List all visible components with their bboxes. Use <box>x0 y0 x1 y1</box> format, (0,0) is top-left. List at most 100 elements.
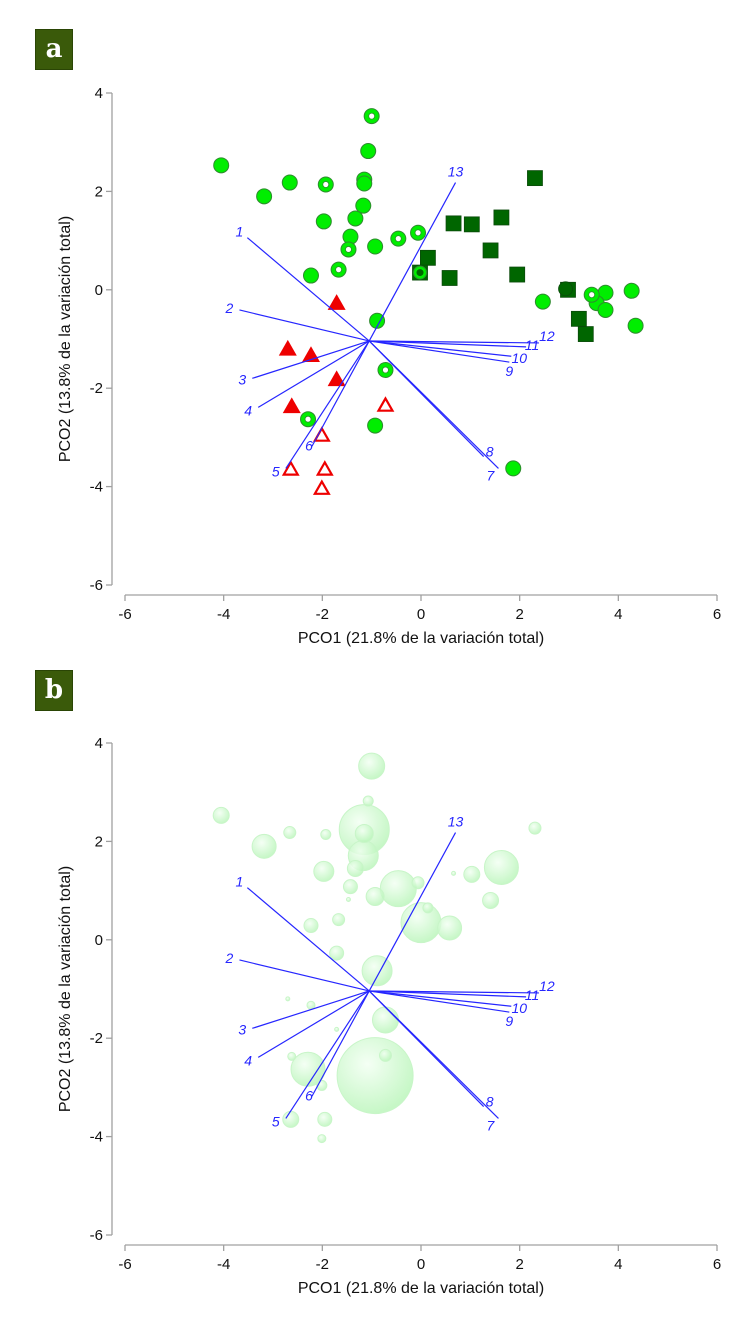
bubble <box>306 1000 316 1010</box>
vector-label: 4 <box>244 1052 252 1068</box>
y-tick-label: -6 <box>90 577 103 594</box>
bubble <box>354 824 374 844</box>
point-square <box>482 242 499 259</box>
point-square <box>509 266 526 283</box>
point-square <box>445 215 462 232</box>
vector-5 <box>285 990 370 1119</box>
vector-label: 7 <box>487 467 496 483</box>
vector-label: 6 <box>305 1087 313 1103</box>
vector-label: 4 <box>244 402 252 418</box>
y-tick-label: 2 <box>95 833 103 850</box>
x-tick-label: -6 <box>118 606 131 623</box>
point-open-triangle <box>315 460 334 476</box>
point-square <box>570 310 587 327</box>
point-dark-circle <box>558 281 573 297</box>
vector-3 <box>252 990 370 1029</box>
y-tick-label: 4 <box>95 85 103 102</box>
bubble <box>463 865 481 883</box>
point-filled-circle <box>356 175 373 192</box>
point-square <box>493 209 510 226</box>
x-tick-label: 4 <box>614 606 622 623</box>
point-filled-circle <box>623 282 640 299</box>
bubble <box>482 891 500 909</box>
point-square <box>463 216 480 233</box>
point-filled-circle <box>281 174 298 191</box>
vector-label: 8 <box>486 1094 494 1110</box>
vector-6 <box>311 990 370 1097</box>
vector-12 <box>369 340 539 344</box>
vector-label: 5 <box>272 1113 280 1129</box>
point-square <box>420 249 436 266</box>
y-tick-label: -4 <box>90 1129 103 1146</box>
bubble <box>358 752 386 780</box>
point-ring-hole <box>394 235 402 243</box>
bubble <box>342 879 358 895</box>
vector-label: 6 <box>305 437 313 453</box>
bubble <box>283 826 297 840</box>
point-square <box>441 270 458 286</box>
point-ring-hole <box>414 229 422 237</box>
point-filled-triangle <box>282 397 301 414</box>
bubble <box>365 887 385 907</box>
bubble <box>317 1111 333 1127</box>
point-filled-circle <box>534 293 551 310</box>
point-filled-circle <box>256 188 273 205</box>
vector-6 <box>311 340 370 447</box>
y-tick-label: 0 <box>95 932 103 949</box>
y-tick-label: -4 <box>90 479 103 496</box>
bubble <box>303 918 319 934</box>
x-tick-label: -4 <box>217 606 230 623</box>
chart-b-pco-bubble-plot: -6 -4 -2 0 2 4 -6 -4 -2 0 2 4 6 PCO1 (21.8% de la var… <box>57 735 721 1297</box>
vector-label: 11 <box>525 337 540 353</box>
vector-label: 9 <box>505 363 513 379</box>
point-filled-triangle <box>278 339 297 356</box>
point-filled-circle <box>302 267 319 284</box>
x-tick-label: -4 <box>217 1256 230 1273</box>
vector-9 <box>369 990 510 1013</box>
y-tick-label: -2 <box>90 380 103 397</box>
point-filled-triangle <box>327 370 346 387</box>
vector-label: 13 <box>448 814 464 830</box>
point-open-triangle <box>376 396 395 412</box>
point-filled-triangle <box>327 294 346 310</box>
x-tick-label: 0 <box>417 1256 425 1273</box>
bubble <box>411 876 425 890</box>
y-tick-label: 4 <box>95 735 103 752</box>
bubble <box>251 833 277 859</box>
vector-8 <box>368 990 485 1108</box>
point-open-triangle <box>281 460 300 476</box>
point-square <box>527 170 543 187</box>
x-tick-label: 2 <box>515 606 523 623</box>
axes: -6 -4 -2 0 2 4 -6 -4 -2 0 2 4 6 PCO1 (21.8% de la var… <box>57 735 721 1297</box>
vector-13 <box>368 832 457 992</box>
bubble <box>361 955 393 987</box>
y-tick-label: 2 <box>95 183 103 200</box>
point-ring-hole <box>345 246 352 253</box>
data-points <box>213 108 644 495</box>
point-filled-circle <box>597 301 614 318</box>
point-filled-circle <box>367 417 384 434</box>
vector-label: 13 <box>448 164 464 180</box>
point-filled-circle <box>627 317 644 334</box>
vector-label: 12 <box>539 328 555 344</box>
bubbles <box>212 752 542 1144</box>
bubble <box>282 1110 300 1128</box>
x-tick-label: -2 <box>316 606 329 623</box>
bubble <box>362 795 374 807</box>
bubble <box>451 870 457 876</box>
point-open-triangle <box>312 426 331 442</box>
point-filled-circle <box>367 238 384 255</box>
bubble <box>320 829 332 841</box>
x-tick-label: 2 <box>515 1256 523 1273</box>
point-ring-hole <box>382 366 389 374</box>
bubble <box>437 915 463 941</box>
bubble <box>483 849 519 885</box>
x-axis-title: PCO1 (21.8% de la variación total) <box>298 1280 544 1297</box>
point-ring-hole <box>304 415 312 423</box>
x-axis-title: PCO1 (21.8% de la variación total) <box>298 630 544 647</box>
x-tick-label: -2 <box>316 1256 329 1273</box>
vector-label: 9 <box>505 1013 513 1029</box>
point-filled-circle <box>360 143 377 160</box>
point-ring-hole <box>335 266 343 274</box>
vector-1 <box>246 887 370 992</box>
